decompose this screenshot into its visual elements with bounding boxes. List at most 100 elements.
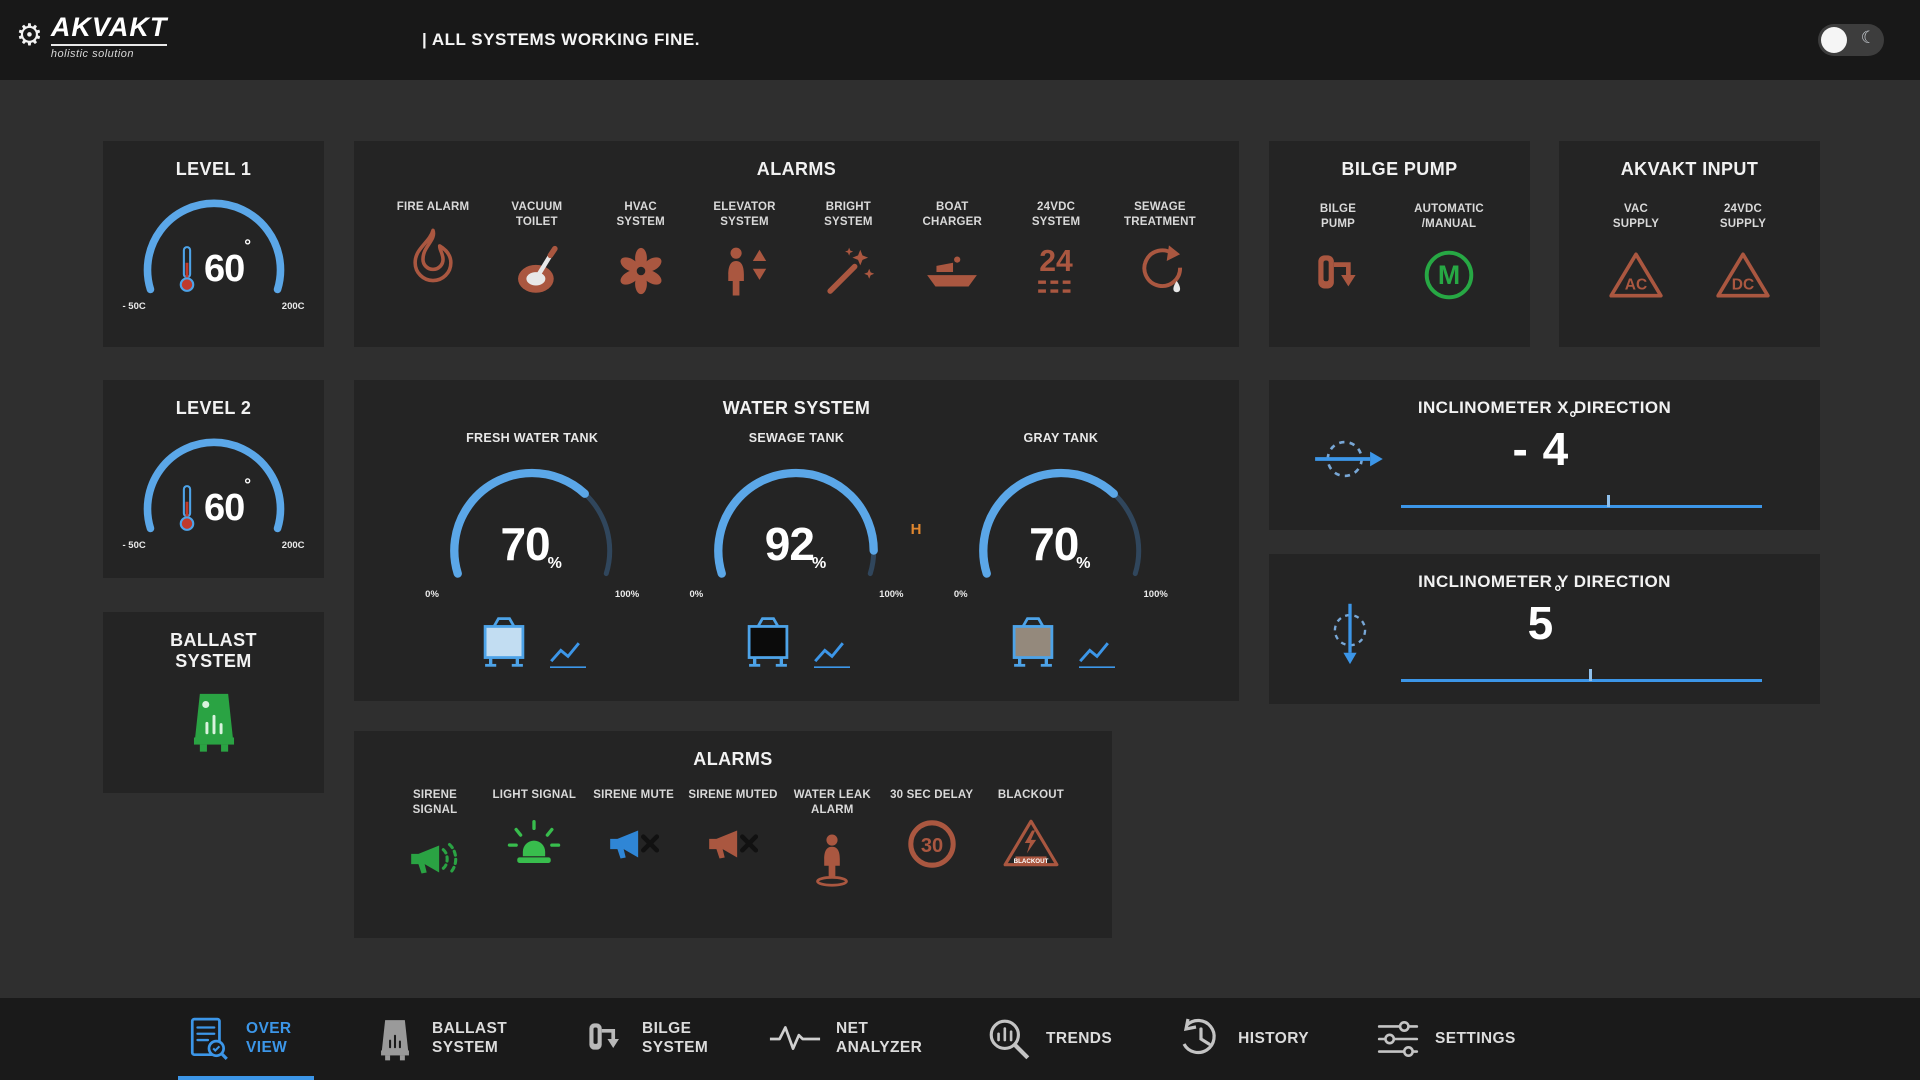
brand-subtitle: holistic solution <box>50 48 134 60</box>
sewage-tank: SEWAGE TANK 92% 0% 100% H <box>685 431 921 672</box>
svg-text:M: M <box>1438 260 1460 290</box>
alarms-top-panel: ALARMS FIRE ALARM VACUUM TOILET HVAC SYS… <box>354 141 1239 347</box>
svg-text:BLACKOUT: BLACKOUT <box>1014 858 1049 865</box>
svg-text:DC: DC <box>1732 276 1754 293</box>
gauge-max-label: 200C <box>281 301 305 312</box>
light-signal[interactable]: LIGHT SIGNAL <box>489 788 579 888</box>
blackout-alarm[interactable]: BLACKOUT BLACKOUT <box>986 788 1076 888</box>
24vdc-icon: 24 <box>1038 245 1074 293</box>
gray-tank: GRAY TANK 70% 0% 100% <box>950 431 1172 672</box>
level2-panel: LEVEL 2 60° - 50C 200C <box>103 380 324 578</box>
system-status-message: | ALL SYSTEMS WORKING FINE. <box>422 30 700 49</box>
ac-triangle-icon: AC <box>1609 252 1663 298</box>
toggle-knob[interactable] <box>1821 27 1847 53</box>
water-leak-icon <box>816 834 849 887</box>
sirene-muted-icon <box>709 830 759 859</box>
sewage-value: 92 <box>764 518 815 570</box>
tank-icon <box>483 617 525 667</box>
inclinometer-y-scale <box>1401 669 1762 682</box>
vacuum-toilet-icon <box>517 245 558 293</box>
bilge-system-icon <box>589 1023 619 1050</box>
level1-value: 60 <box>203 247 245 290</box>
alarm-boat-charger: BOAT CHARGER <box>915 200 989 300</box>
level2-value: 60 <box>203 486 245 529</box>
inclinometer-y-icon <box>1333 603 1367 665</box>
nav-settings[interactable]: SETTINGS <box>1375 998 1516 1080</box>
gray-tank-value: 70 <box>1029 518 1079 570</box>
tank-icon <box>748 617 789 667</box>
sirene-mute-icon <box>609 830 659 859</box>
nav-ballast-system[interactable]: BALLAST SYSTEM <box>372 998 516 1080</box>
24vdc-supply-indicator: 24VDC SUPPLY DC <box>1713 202 1773 304</box>
svg-text:AC: AC <box>1625 276 1647 293</box>
gauge-min-label: - 50C <box>122 540 146 551</box>
sirene-muted[interactable]: SIRENE MUTED <box>688 788 778 888</box>
alarm-fire: FIRE ALARM <box>396 200 470 300</box>
auto-manual-mode[interactable]: AUTOMATIC /MANUAL M <box>1407 202 1491 304</box>
gray-tank-gauge: 70% 0% 100% <box>950 455 1172 600</box>
nav-overview[interactable]: OVER VIEW <box>178 998 314 1080</box>
bottom-nav: OVER VIEW BALLAST SYSTEM <box>0 998 1920 1080</box>
alarm-sewage-treatment: SEWAGE TREATMENT <box>1123 200 1197 300</box>
panel-title: ALARMS <box>693 749 773 769</box>
nav-trends[interactable]: TRENDS <box>986 998 1112 1080</box>
net-analyzer-icon <box>769 1026 821 1050</box>
trend-spark-icon[interactable] <box>811 636 853 672</box>
bright-system-wand-icon <box>827 247 875 294</box>
panel-title: ALARMS <box>756 159 837 179</box>
nav-net-analyzer[interactable]: NET ANALYZER <box>768 998 922 1080</box>
level2-gauge: 60° - 50C 200C <box>119 427 309 551</box>
fresh-water-value: 70 <box>500 518 550 570</box>
trend-spark-icon[interactable] <box>547 636 589 672</box>
light-signal-icon <box>508 819 561 863</box>
bilge-pump-panel: BILGE PUMP BILGE PUMP AUTOMATIC /MANUAL … <box>1269 141 1530 347</box>
nav-bilge-system[interactable]: BILGE SYSTEM <box>582 998 708 1080</box>
fresh-water-gauge: 70% 0% 100% <box>421 455 643 600</box>
bilge-pump-indicator: BILGE PUMP <box>1308 202 1368 304</box>
ballast-machine-icon[interactable] <box>181 688 247 754</box>
theme-toggle[interactable]: ☾ <box>1818 24 1884 56</box>
sirene-signal[interactable]: SIRENE SIGNAL <box>390 788 480 888</box>
thermometer-icon <box>179 485 195 531</box>
mode-m-icon[interactable]: M <box>1420 246 1478 304</box>
level1-gauge: 60° - 50C 200C <box>119 188 309 312</box>
inclinometer-x-panel: INCLINOMETER X DIRECTION - 4° <box>1269 380 1820 530</box>
brand-name: AKVAKT <box>50 12 168 46</box>
top-bar: ⚙ AKVAKT holistic solution | ALL SYSTEMS… <box>0 0 1920 80</box>
svg-text:24: 24 <box>1039 245 1073 278</box>
ballast-system-icon <box>381 1020 409 1061</box>
boat-charger-icon <box>927 256 978 287</box>
water-leak-alarm[interactable]: WATER LEAK ALARM <box>787 788 877 888</box>
elevator-icon <box>727 247 766 296</box>
inclinometer-x-scale <box>1401 495 1762 508</box>
panel-title: LEVEL 1 <box>175 159 252 179</box>
tank-icon <box>1012 617 1054 667</box>
inclinometer-y-panel: INCLINOMETER Y DIRECTION 5° <box>1269 554 1820 704</box>
nav-history[interactable]: HISTORY <box>1178 998 1309 1080</box>
delay-30-icon: 30 <box>907 820 956 868</box>
sewage-gauge: 92% 0% 100% H <box>685 455 921 600</box>
sirene-mute[interactable]: SIRENE MUTE <box>589 788 679 888</box>
fire-alarm-icon <box>413 228 453 283</box>
alarm-vacuum-toilet: VACUUM TOILET <box>500 200 574 300</box>
bilge-pump-icon <box>1318 255 1356 289</box>
scale-tick <box>1606 495 1610 507</box>
delay-30-sec[interactable]: 30 SEC DELAY 30 <box>887 788 977 888</box>
panel-title: WATER SYSTEM <box>722 398 871 418</box>
trend-spark-icon[interactable] <box>1076 636 1118 672</box>
svg-text:30: 30 <box>920 835 942 857</box>
tank-high-flag: H <box>910 521 922 538</box>
panel-title: INCLINOMETER X DIRECTION <box>1417 398 1672 417</box>
panel-title: AKVAKT INPUT <box>1620 159 1759 179</box>
water-system-panel: WATER SYSTEM FRESH WATER TANK 70% 0% 100… <box>354 380 1239 701</box>
inclinometer-y-value: 5 <box>1527 597 1555 649</box>
panel-title: BALLAST SYSTEM <box>170 630 257 671</box>
moon-icon: ☾ <box>1860 28 1876 47</box>
history-icon <box>1182 1018 1216 1055</box>
alarm-hvac: HVAC SYSTEM <box>604 200 678 300</box>
akvakt-input-panel: AKVAKT INPUT VAC SUPPLY AC 24VDC SUPPLY … <box>1559 141 1820 347</box>
settings-icon <box>1377 1020 1419 1058</box>
ballast-panel: BALLAST SYSTEM <box>103 612 324 793</box>
sirene-signal-icon <box>411 842 458 875</box>
